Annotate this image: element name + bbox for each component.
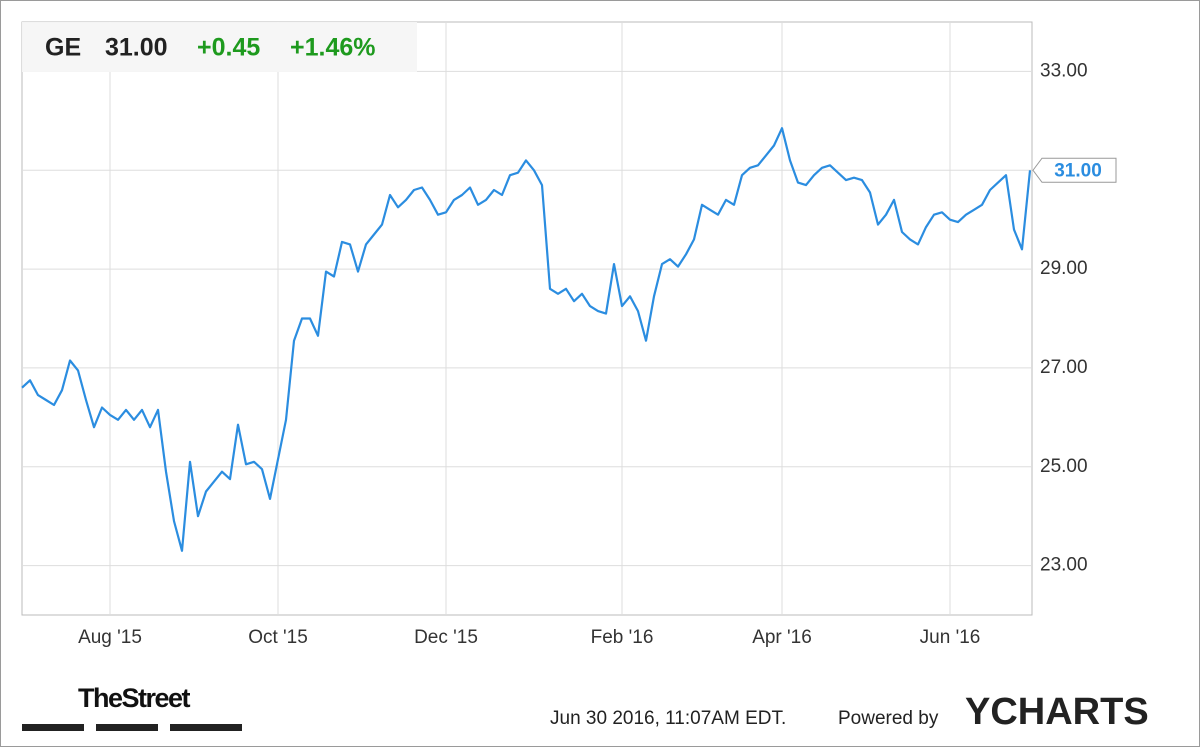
plot-area: [21, 21, 1033, 616]
x-tick-label: Apr '16: [752, 627, 812, 648]
y-tick-label: 23.00: [1040, 555, 1088, 576]
y-tick-label: 29.00: [1040, 258, 1088, 279]
marks: 31.00: [21, 127, 1117, 552]
y-tick-label: 33.00: [1040, 60, 1088, 81]
y-tick-label: 25.00: [1040, 456, 1088, 477]
brand: YCHARTS: [965, 691, 1149, 733]
ticker: GE: [45, 34, 81, 62]
logo-bar: [22, 724, 84, 731]
price-line: [21, 127, 1032, 552]
y-tick-label: 27.00: [1040, 357, 1088, 378]
x-tick-label: Aug '15: [78, 627, 142, 648]
grid: 23.00 25.00 27.00 29.00 31.00 33.00 Aug '15 Oct…: [22, 22, 1088, 648]
last-value-callout: [1032, 157, 1117, 183]
x-tick-label: Jun '16: [920, 627, 981, 648]
logo-bar: [96, 724, 158, 731]
x-tick-label: Feb '16: [591, 627, 654, 648]
credit: Powered by: [838, 708, 939, 729]
x-tick-label: Dec '15: [414, 627, 478, 648]
change: +0.45: [197, 34, 260, 62]
timestamp: Jun 30 2016, 11:07AM EDT.: [550, 708, 786, 729]
last-value-label: 31.00: [1054, 160, 1102, 181]
source-logo: TheStreet: [78, 683, 191, 713]
change-percent: +1.46%: [290, 34, 376, 62]
header-box: [22, 22, 417, 72]
price: 31.00: [105, 34, 168, 62]
x-tick-label: Oct '15: [248, 627, 308, 648]
logo-bar: [170, 724, 242, 731]
